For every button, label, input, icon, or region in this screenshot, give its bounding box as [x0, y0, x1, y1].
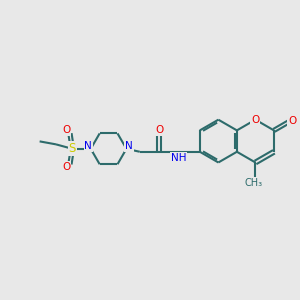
Text: O: O — [155, 125, 163, 135]
Text: S: S — [69, 142, 76, 155]
Text: N: N — [85, 141, 92, 151]
Text: CH₃: CH₃ — [245, 178, 263, 188]
Text: O: O — [62, 125, 70, 135]
Text: O: O — [62, 162, 70, 172]
Text: O: O — [251, 115, 260, 125]
Text: N: N — [125, 141, 133, 151]
Text: NH: NH — [171, 153, 186, 163]
Text: O: O — [288, 116, 296, 126]
